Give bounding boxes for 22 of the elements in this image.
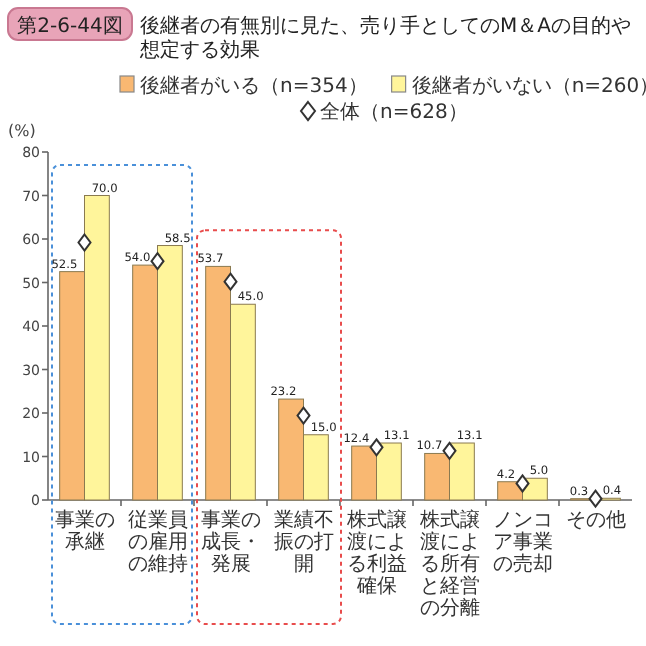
point bbox=[442, 441, 457, 460]
x-tick-label: 事業の承継 bbox=[54, 508, 115, 554]
legend-label: 全体（n=628） bbox=[320, 100, 468, 124]
point bbox=[77, 233, 92, 252]
point bbox=[515, 474, 530, 493]
x-tick-label: 業績不振の打開 bbox=[273, 508, 334, 576]
point bbox=[369, 438, 384, 457]
legend-label: 後継者がいる（n=354） bbox=[140, 74, 368, 98]
x-tick-label: 株式譲渡による所有と経営の分離 bbox=[417, 508, 480, 620]
x-tick-label: その他 bbox=[565, 508, 626, 532]
x-tick-label: 株式譲渡による利益確保 bbox=[344, 508, 407, 598]
x-tick-label: ノンコア事業の売却 bbox=[492, 510, 553, 576]
x-tick-label: 事業の成長・発展 bbox=[200, 508, 261, 576]
legend-label: 後継者がいない（n=260） bbox=[411, 74, 646, 98]
y-axis-title: (%) bbox=[8, 122, 36, 140]
point bbox=[223, 272, 238, 291]
point bbox=[150, 252, 165, 271]
chart-title: 後継者の有無別に見た、売り手としてのM＆Aの目的や想定する効果 bbox=[138, 14, 631, 62]
point bbox=[296, 406, 311, 425]
point bbox=[588, 489, 603, 508]
figure-number: 第2-6-44図 bbox=[7, 7, 133, 41]
x-tick-label: 従業員の雇用の維持 bbox=[127, 508, 188, 576]
